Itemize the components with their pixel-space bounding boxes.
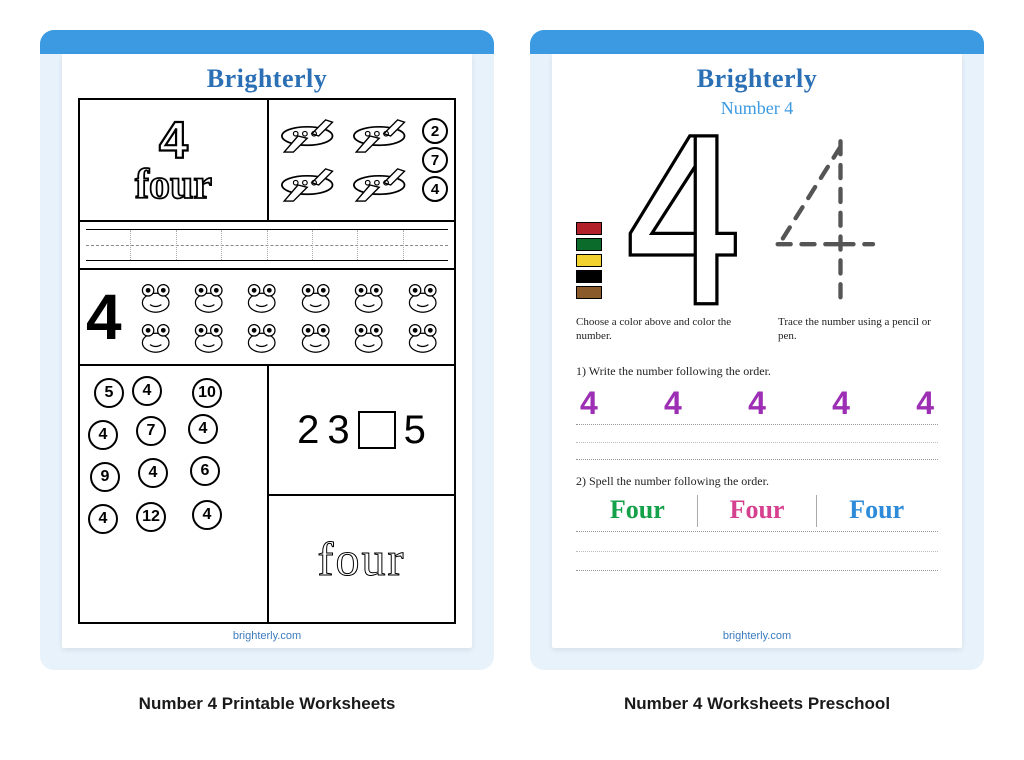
- color-swatches: [576, 125, 602, 309]
- spell-word: Four: [730, 495, 785, 524]
- ws2-top-section: [576, 125, 938, 309]
- scatter-number: 4: [188, 414, 218, 444]
- frog-icon: [397, 318, 448, 356]
- color-swatch: [576, 238, 602, 251]
- trace-word-cell: four: [269, 494, 454, 622]
- big-number-word-cell: 4 four: [80, 100, 267, 220]
- scatter-number: 4: [192, 500, 222, 530]
- ws1-frogs-row: 4: [80, 268, 454, 364]
- scatter-number: 12: [136, 502, 166, 532]
- dashed-4-trace: [756, 125, 886, 309]
- frog-icon: [290, 318, 341, 356]
- worksheet-paper: Brighterly 4 four: [62, 54, 472, 648]
- spell-word: Four: [849, 495, 904, 524]
- header-bar: [530, 30, 984, 54]
- seq-num: 5: [404, 408, 426, 453]
- frog-icon: [343, 278, 394, 316]
- trace-digit: 4: [832, 385, 850, 422]
- plane-icon: [347, 113, 416, 159]
- worksheet-paper: Brighterly Number 4 Choose a color abo: [552, 54, 962, 648]
- trace-digit: 4: [748, 385, 766, 422]
- scatter-number: 4: [138, 458, 168, 488]
- outline-digit: 4: [159, 115, 188, 167]
- trace-digit: 4: [664, 385, 682, 422]
- card-caption: Number 4 Worksheets Preschool: [530, 694, 984, 714]
- scatter-number: 4: [88, 504, 118, 534]
- header-bar: [40, 30, 494, 54]
- seq-num: 3: [327, 408, 349, 453]
- seq-blank: [358, 411, 396, 449]
- frog-icon: [343, 318, 394, 356]
- ws1-right-bottom: 2 3 5 four: [267, 366, 454, 622]
- instruction-row: Choose a color above and color the numbe…: [576, 315, 938, 344]
- frog-icon: [236, 278, 287, 316]
- scatter-number: 6: [190, 456, 220, 486]
- color-swatch: [576, 222, 602, 235]
- worksheet-card-2[interactable]: Brighterly Number 4 Choose a color abo: [530, 30, 984, 714]
- footer-url: brighterly.com: [78, 624, 456, 642]
- ws1-trace-row: [80, 220, 454, 268]
- plane-grid: [275, 113, 416, 208]
- instr-right: Trace the number using a pencil or pen.: [778, 315, 938, 344]
- frog-icon: [130, 318, 181, 356]
- trace-line: [86, 229, 448, 261]
- instr-left: Choose a color above and color the numbe…: [576, 315, 736, 344]
- frog-icon: [183, 318, 234, 356]
- ws2-title: Number 4: [576, 98, 938, 119]
- worksheet-sheet: Brighterly Number 4 Choose a color abo: [530, 30, 984, 670]
- color-swatch: [576, 270, 602, 283]
- scatter-number: 10: [192, 378, 222, 408]
- scatter-number: 4: [88, 420, 118, 450]
- worksheet-2: Number 4 Choose a color above and color …: [568, 98, 946, 624]
- spell-row: Four Four Four: [576, 495, 938, 527]
- scatter-number: 4: [132, 376, 162, 406]
- ws1-row-1: 4 four 2 7: [80, 100, 454, 220]
- scatter-number: 5: [94, 378, 124, 408]
- worksheet-gallery: Brighterly 4 four: [40, 30, 984, 714]
- plane-icon: [275, 113, 344, 159]
- frog-icon: [290, 278, 341, 316]
- trace-digit: 4: [580, 385, 598, 422]
- task-2-label: 2) Spell the number following the order.: [576, 474, 938, 489]
- spell-word: Four: [610, 495, 665, 524]
- sequence-row: 2 3 5: [269, 366, 454, 494]
- dotted-word: four: [318, 532, 406, 587]
- count-choices: 2 7 4: [422, 118, 448, 202]
- number-choice: 4: [422, 176, 448, 202]
- number-choice: 7: [422, 147, 448, 173]
- trace-digit: 4: [916, 385, 934, 422]
- outline-word: four: [135, 167, 212, 205]
- frog-icon: [397, 278, 448, 316]
- frog-icon: [130, 278, 181, 316]
- writing-lines: [576, 531, 938, 571]
- footer-url: brighterly.com: [568, 624, 946, 642]
- scatter-number: 9: [90, 462, 120, 492]
- plane-icon: [347, 162, 416, 208]
- card-caption: Number 4 Printable Worksheets: [40, 694, 494, 714]
- count-planes-cell: 2 7 4: [267, 100, 454, 220]
- writing-lines: [576, 424, 938, 460]
- ws1-bottom-row: 54104749464124 2 3 5 four: [80, 364, 454, 622]
- plane-icon: [275, 162, 344, 208]
- task-1-label: 1) Write the number following the order.: [576, 364, 938, 379]
- worksheet-card-1[interactable]: Brighterly 4 four: [40, 30, 494, 714]
- number-choice: 2: [422, 118, 448, 144]
- frog-icon: [236, 318, 287, 356]
- outline-4-large: [614, 125, 744, 309]
- frog-icon: [183, 278, 234, 316]
- number-scatter: 54104749464124: [80, 366, 267, 622]
- solid-digit: 4: [86, 285, 122, 349]
- brand-logo: Brighterly: [78, 64, 456, 94]
- frog-grid: [130, 278, 448, 356]
- scatter-number: 7: [136, 416, 166, 446]
- brand-logo: Brighterly: [568, 64, 946, 94]
- fours-row: 4 4 4 4 4: [576, 385, 938, 422]
- worksheet-sheet: Brighterly 4 four: [40, 30, 494, 670]
- worksheet-1-grid: 4 four 2 7: [78, 98, 456, 624]
- color-swatch: [576, 286, 602, 299]
- color-swatch: [576, 254, 602, 267]
- seq-num: 2: [297, 408, 319, 453]
